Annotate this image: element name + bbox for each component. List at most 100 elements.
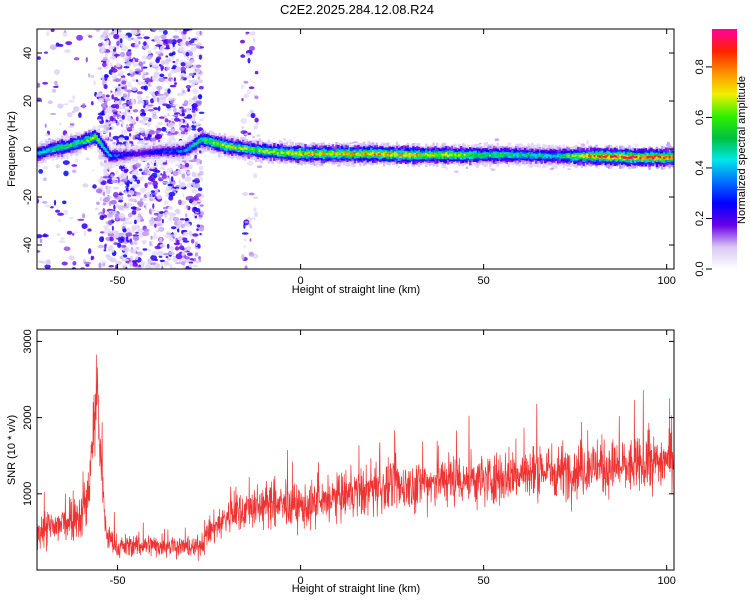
noise-speck <box>95 207 99 211</box>
ridge-cell <box>379 153 382 156</box>
noise-speck <box>56 232 61 237</box>
noise-speck <box>85 57 88 63</box>
noise-speck <box>117 29 122 33</box>
ridge-cell <box>595 155 598 158</box>
ridge-cell <box>126 153 130 156</box>
noise-speck <box>37 250 41 253</box>
noise-speck <box>152 203 155 209</box>
ridge-cell <box>267 149 271 154</box>
noise-speck <box>134 219 137 225</box>
noise-speck <box>150 190 155 193</box>
noise-speck <box>117 242 122 248</box>
noise-speck <box>184 223 191 227</box>
noise-speck <box>102 79 107 86</box>
ridge-cell <box>622 156 626 159</box>
noise-speck <box>130 29 138 35</box>
noise-speck <box>186 252 193 256</box>
ridge-cell <box>174 150 177 154</box>
noise-speck <box>103 225 109 229</box>
noise-speck <box>252 196 259 199</box>
noise-speck <box>183 100 189 106</box>
ridge-cell <box>408 153 412 156</box>
noise-speck <box>103 170 110 177</box>
noise-speck <box>178 29 182 34</box>
noise-speck <box>192 258 195 261</box>
noise-speck <box>253 207 257 212</box>
noise-speck <box>182 240 190 243</box>
noise-speck <box>197 76 201 80</box>
ridge-cell <box>328 151 331 156</box>
ridge-cell <box>666 155 670 160</box>
noise-speck <box>129 198 137 203</box>
noise-speck <box>125 235 129 242</box>
noise-speck <box>192 111 197 118</box>
ridge-cell <box>518 154 521 157</box>
ridge-cell <box>263 150 267 154</box>
noise-speck <box>87 73 91 78</box>
noise-speck <box>178 199 182 206</box>
ridge-cell <box>606 155 609 160</box>
ridge-cell <box>399 153 402 157</box>
noise-speck <box>150 178 156 183</box>
noise-speck <box>174 246 180 251</box>
noise-speck <box>156 173 160 178</box>
noise-speck <box>71 110 76 114</box>
ridge-cell <box>298 153 302 156</box>
noise-speck <box>192 69 196 74</box>
ridge-cell <box>199 139 203 142</box>
noise-speck <box>98 97 104 103</box>
ridge-cell <box>388 152 391 155</box>
noise-speck <box>137 81 142 86</box>
noise-speck <box>53 85 59 88</box>
noise-speck <box>113 233 119 239</box>
spectrogram-x-tick-label: -50 <box>110 275 126 287</box>
noise-speck <box>193 258 197 262</box>
ridge-cell <box>88 137 91 140</box>
noise-speck <box>53 199 57 206</box>
ridge-cell <box>573 154 576 158</box>
noise-speck <box>246 113 252 118</box>
noise-speck <box>117 70 125 75</box>
ridge-cell <box>242 146 245 151</box>
noise-speck <box>160 173 163 176</box>
noise-speck <box>195 100 202 105</box>
noise-speck <box>199 232 202 236</box>
ridge-cell <box>648 155 651 158</box>
ridge-cell <box>555 155 558 158</box>
ridge-cell <box>58 146 62 149</box>
noise-speck <box>43 177 47 181</box>
noise-speck <box>156 194 163 200</box>
ridge-cell <box>382 153 386 156</box>
noise-speck <box>97 112 105 116</box>
noise-speck <box>441 166 447 169</box>
noise-speck <box>102 202 107 206</box>
noise-speck <box>136 228 144 233</box>
noise-speck <box>63 246 71 252</box>
noise-speck <box>198 85 204 90</box>
noise-speck <box>138 61 144 67</box>
ridge-cell <box>566 153 569 157</box>
noise-speck <box>248 223 252 227</box>
noise-speck <box>245 33 248 36</box>
noise-speck <box>138 59 142 63</box>
noise-speck <box>254 70 259 75</box>
ridge-cell <box>478 153 481 157</box>
noise-speck <box>175 67 178 73</box>
ridge-cell <box>51 147 55 150</box>
noise-speck <box>103 249 107 252</box>
ridge-cell <box>243 147 247 152</box>
noise-speck <box>171 226 177 230</box>
noise-speck <box>192 103 198 109</box>
noise-speck <box>172 51 176 56</box>
noise-speck <box>348 142 354 145</box>
noise-speck <box>172 170 179 177</box>
noise-speck <box>578 141 581 145</box>
noise-speck <box>160 65 165 70</box>
noise-speck <box>133 240 137 245</box>
noise-speck <box>87 228 92 232</box>
ridge-cell <box>95 137 98 140</box>
noise-speck <box>121 166 126 169</box>
